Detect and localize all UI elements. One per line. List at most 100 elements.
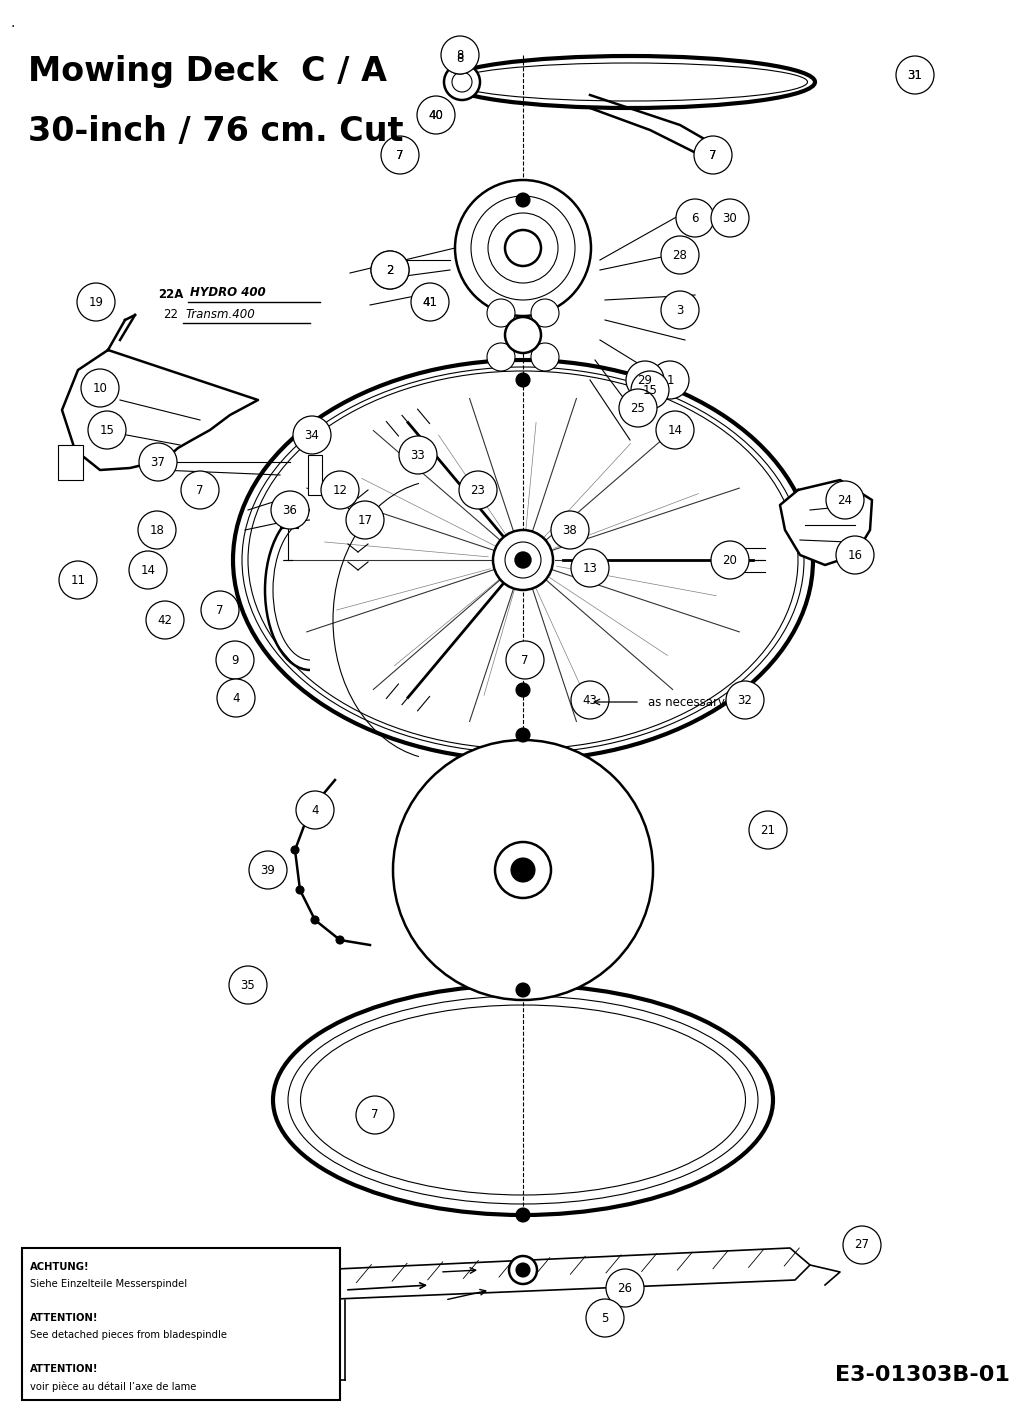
Text: 21: 21 bbox=[761, 824, 775, 837]
Circle shape bbox=[249, 851, 287, 889]
Text: 7: 7 bbox=[709, 148, 717, 161]
Text: 39: 39 bbox=[260, 864, 276, 876]
Circle shape bbox=[399, 436, 437, 474]
Text: 7: 7 bbox=[396, 148, 404, 161]
Circle shape bbox=[531, 299, 559, 327]
Text: 6: 6 bbox=[691, 212, 699, 224]
Bar bbox=[58, 444, 83, 480]
Circle shape bbox=[88, 411, 126, 449]
Circle shape bbox=[676, 199, 714, 237]
Circle shape bbox=[216, 641, 254, 679]
Text: 7: 7 bbox=[372, 1109, 379, 1122]
Text: E3-01303B-01: E3-01303B-01 bbox=[835, 1364, 1010, 1386]
Circle shape bbox=[697, 140, 729, 171]
Text: 29: 29 bbox=[638, 374, 652, 387]
Text: 7: 7 bbox=[521, 653, 528, 666]
Text: 9: 9 bbox=[231, 653, 238, 666]
Bar bbox=[308, 454, 322, 495]
Text: 13: 13 bbox=[582, 562, 598, 574]
Circle shape bbox=[271, 491, 309, 529]
Text: voir pièce au détail l’axe de lame: voir pièce au détail l’axe de lame bbox=[30, 1381, 196, 1391]
Circle shape bbox=[370, 251, 409, 289]
Circle shape bbox=[414, 286, 446, 317]
Circle shape bbox=[509, 1256, 537, 1284]
Text: 8: 8 bbox=[456, 51, 463, 65]
Circle shape bbox=[296, 792, 334, 830]
Polygon shape bbox=[780, 480, 872, 564]
Circle shape bbox=[586, 1300, 624, 1338]
Circle shape bbox=[444, 42, 476, 73]
Circle shape bbox=[619, 389, 657, 428]
Circle shape bbox=[725, 682, 764, 720]
Circle shape bbox=[336, 935, 344, 944]
Circle shape bbox=[711, 199, 749, 237]
Circle shape bbox=[516, 193, 530, 207]
Circle shape bbox=[487, 343, 515, 371]
Text: 22: 22 bbox=[163, 308, 178, 320]
Text: 41: 41 bbox=[422, 295, 438, 309]
Circle shape bbox=[487, 299, 515, 327]
Text: 36: 36 bbox=[283, 504, 297, 516]
Text: 4: 4 bbox=[232, 691, 239, 704]
Circle shape bbox=[129, 552, 167, 588]
Circle shape bbox=[511, 858, 535, 882]
Circle shape bbox=[531, 343, 559, 371]
Circle shape bbox=[411, 284, 449, 320]
Text: 16: 16 bbox=[847, 549, 863, 562]
Circle shape bbox=[516, 1208, 530, 1222]
Text: 24: 24 bbox=[838, 494, 852, 507]
Circle shape bbox=[441, 37, 479, 73]
Circle shape bbox=[420, 99, 452, 131]
Circle shape bbox=[381, 135, 419, 174]
Text: 22A: 22A bbox=[158, 288, 184, 301]
Circle shape bbox=[516, 728, 530, 742]
Circle shape bbox=[571, 549, 609, 587]
Circle shape bbox=[311, 916, 319, 924]
Circle shape bbox=[138, 511, 176, 549]
Text: HYDRO 400: HYDRO 400 bbox=[190, 286, 265, 299]
Circle shape bbox=[606, 1268, 644, 1307]
Circle shape bbox=[459, 471, 497, 509]
Circle shape bbox=[749, 811, 787, 849]
Polygon shape bbox=[62, 350, 258, 470]
Circle shape bbox=[656, 411, 694, 449]
Circle shape bbox=[146, 601, 184, 639]
Text: 43: 43 bbox=[582, 693, 598, 707]
Circle shape bbox=[370, 251, 409, 289]
Text: 15: 15 bbox=[99, 423, 115, 436]
Text: 42: 42 bbox=[158, 614, 172, 626]
Circle shape bbox=[493, 531, 553, 590]
Circle shape bbox=[291, 847, 299, 854]
Circle shape bbox=[417, 96, 455, 134]
Circle shape bbox=[444, 63, 480, 100]
Circle shape bbox=[506, 641, 544, 679]
Text: See detached pieces from bladespindle: See detached pieces from bladespindle bbox=[30, 1331, 227, 1340]
Text: as necessary: as necessary bbox=[648, 696, 725, 708]
Circle shape bbox=[694, 135, 732, 174]
Circle shape bbox=[651, 361, 689, 399]
Text: 19: 19 bbox=[89, 295, 103, 309]
Circle shape bbox=[59, 562, 97, 600]
Circle shape bbox=[356, 1096, 394, 1134]
Circle shape bbox=[321, 471, 359, 509]
Text: Mowing Deck  C / A: Mowing Deck C / A bbox=[28, 55, 387, 87]
Text: 30-inch / 76 cm. Cut: 30-inch / 76 cm. Cut bbox=[28, 116, 404, 148]
Text: Transm.400: Transm.400 bbox=[185, 308, 255, 320]
Circle shape bbox=[201, 591, 239, 629]
Circle shape bbox=[826, 481, 864, 519]
Circle shape bbox=[139, 443, 178, 481]
Circle shape bbox=[181, 471, 219, 509]
Text: 33: 33 bbox=[411, 449, 425, 461]
Circle shape bbox=[896, 56, 934, 95]
Text: 40: 40 bbox=[428, 109, 444, 121]
Circle shape bbox=[293, 416, 331, 454]
Text: 27: 27 bbox=[854, 1239, 870, 1252]
Text: 40: 40 bbox=[428, 109, 444, 121]
Text: ·: · bbox=[10, 20, 14, 34]
Text: 41: 41 bbox=[422, 295, 438, 309]
Circle shape bbox=[516, 983, 530, 998]
Bar bbox=[280, 499, 298, 528]
Text: ATTENTION!: ATTENTION! bbox=[30, 1314, 98, 1324]
Text: 30: 30 bbox=[722, 212, 738, 224]
Circle shape bbox=[516, 683, 530, 697]
